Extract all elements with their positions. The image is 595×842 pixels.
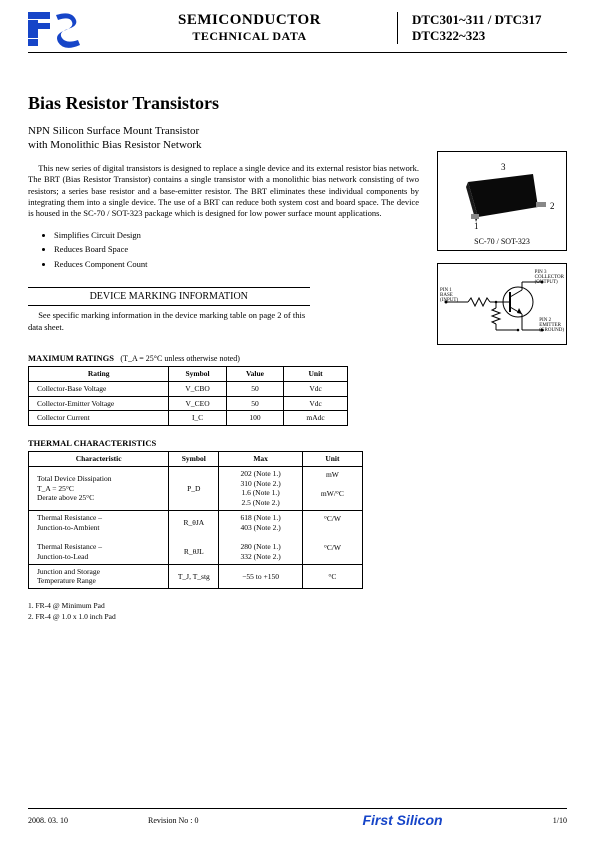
col-characteristic: Characteristic — [29, 452, 169, 467]
max-ratings-title: MAXIMUM RATINGS (T_A = 25°C unless other… — [28, 353, 419, 363]
main-column: Bias Resistor Transistors NPN Silicon Su… — [28, 93, 419, 622]
marking-note: See specific marking information in the … — [28, 310, 310, 333]
feature-item: Simplifies Circuit Design — [54, 228, 419, 242]
footer-page: 1/10 — [527, 816, 567, 825]
footer-revision: Revision No : 0 — [148, 816, 278, 825]
thermal-title: THERMAL CHARACTERISTICS — [28, 438, 419, 448]
col-unit: Unit — [302, 452, 362, 467]
marking-heading: DEVICE MARKING INFORMATION — [28, 287, 310, 306]
footer-date: 2008. 03. 10 — [28, 816, 148, 825]
content-area: Bias Resistor Transistors NPN Silicon Su… — [28, 93, 567, 622]
pin2-label: PIN 2 EMITTER (GROUND) — [539, 318, 564, 333]
footnote: 1. FR-4 @ Minimum Pad — [28, 601, 419, 612]
package-label: SC-70 / SOT-323 — [438, 237, 566, 246]
col-symbol: Symbol — [169, 452, 219, 467]
header-title: SEMICONDUCTOR TECHNICAL DATA — [102, 12, 397, 44]
table-row: Collector Current I_C 100 mAdc — [29, 411, 348, 426]
intro-paragraph: This new series of digital transistors i… — [28, 163, 419, 220]
part-number-line1: DTC301~311 / DTC317 — [412, 12, 567, 28]
feature-list: Simplifies Circuit Design Reduces Board … — [54, 228, 419, 271]
page-header: SEMICONDUCTOR TECHNICAL DATA DTC301~311 … — [28, 12, 567, 53]
table-row: Collector-Emitter Voltage V_CEO 50 Vdc — [29, 396, 348, 411]
table-row: Collector-Base Voltage V_CBO 50 Vdc — [29, 381, 348, 396]
brand-logo — [28, 12, 82, 48]
side-column: 3 2 1 SC-70 / SOT-323 — [437, 151, 567, 622]
footer-brand: First Silicon — [278, 812, 527, 828]
package-diagram: 3 2 1 SC-70 / SOT-323 — [437, 151, 567, 251]
footnote: 2. FR-4 @ 1.0 x 1.0 inch Pad — [28, 612, 419, 623]
feature-item: Reduces Component Count — [54, 257, 419, 271]
header-part-numbers: DTC301~311 / DTC317 DTC322~323 — [397, 12, 567, 44]
part-number-line2: DTC322~323 — [412, 28, 567, 44]
thermal-table: Characteristic Symbol Max Unit Total Dev… — [28, 451, 363, 589]
pin3-label: PIN 3 COLLECTOR (OUTPUT) — [535, 270, 564, 285]
col-rating: Rating — [29, 367, 169, 382]
col-value: Value — [226, 367, 283, 382]
feature-item: Reduces Board Space — [54, 242, 419, 256]
table-header-row: Characteristic Symbol Max Unit — [29, 452, 363, 467]
svg-text:1: 1 — [474, 221, 479, 231]
header-line1: SEMICONDUCTOR — [102, 12, 397, 29]
max-ratings-table: Rating Symbol Value Unit Collector-Base … — [28, 366, 348, 426]
table-row: Total Device Dissipation T_A = 25°C Dera… — [29, 466, 363, 510]
col-max: Max — [219, 452, 303, 467]
table-row: Junction and Storage Temperature Range T… — [29, 564, 363, 589]
document-subtitle: NPN Silicon Surface Mount Transistor wit… — [28, 124, 419, 153]
header-line2: TECHNICAL DATA — [102, 29, 397, 44]
max-ratings-title-text: MAXIMUM RATINGS — [28, 353, 114, 363]
pin1-label: PIN 1 BASE (INPUT) — [440, 288, 458, 303]
table-row: Thermal Resistance – Junction-to-Ambient… — [29, 510, 363, 564]
table-footnotes: 1. FR-4 @ Minimum Pad 2. FR-4 @ 1.0 x 1.… — [28, 601, 419, 622]
page-footer: 2008. 03. 10 Revision No : 0 First Silic… — [28, 808, 567, 828]
schematic-diagram: PIN 1 BASE (INPUT) PIN 3 COLLECTOR (OUTP… — [437, 263, 567, 345]
document-title: Bias Resistor Transistors — [28, 93, 419, 114]
max-ratings-condition: (T_A = 25°C unless otherwise noted) — [120, 354, 239, 363]
col-unit: Unit — [284, 367, 348, 382]
svg-text:2: 2 — [550, 201, 555, 211]
svg-text:3: 3 — [501, 162, 506, 172]
table-header-row: Rating Symbol Value Unit — [29, 367, 348, 382]
col-symbol: Symbol — [169, 367, 226, 382]
